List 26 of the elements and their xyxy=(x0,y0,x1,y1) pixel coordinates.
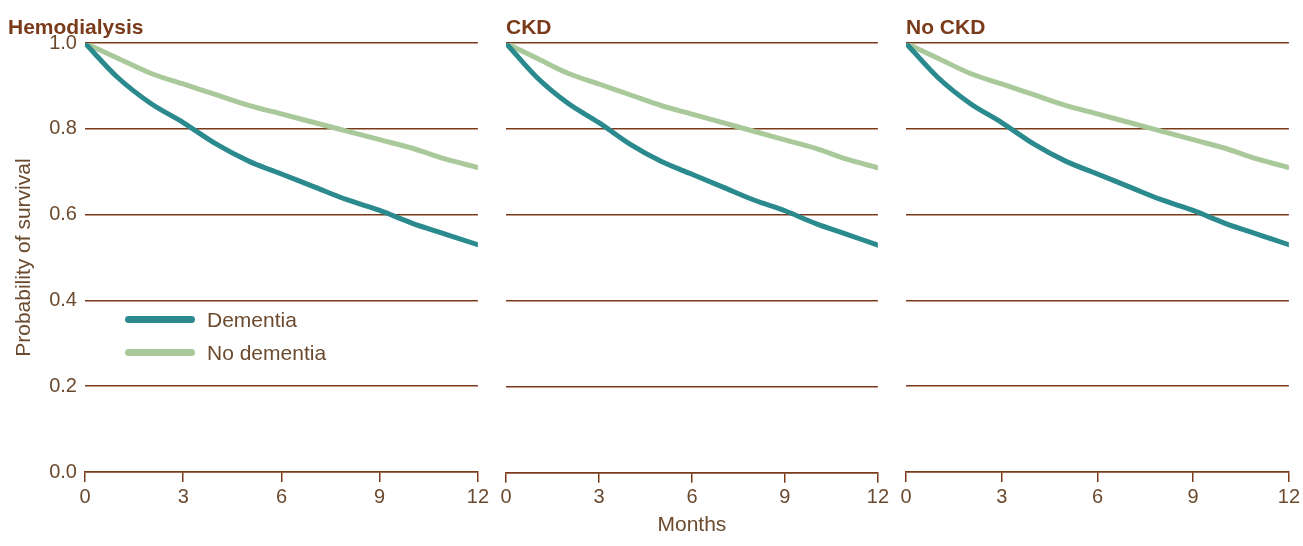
x-tick-label: 3 xyxy=(177,484,189,507)
x-tick-label: 3 xyxy=(996,484,1008,507)
y-tick-label: 0.0 xyxy=(49,459,77,482)
x-tick-label: 3 xyxy=(593,485,605,508)
x-tick-label: 6 xyxy=(275,484,287,507)
x-tick-label: 0 xyxy=(79,484,91,507)
x-tick-label: 9 xyxy=(374,484,386,507)
legend-label: Dementia xyxy=(207,307,297,332)
y-axis-title: Probability of survival xyxy=(11,158,35,357)
x-tick-label: 12 xyxy=(1277,484,1300,507)
x-tick-label: 9 xyxy=(779,485,791,508)
x-tick-label: 6 xyxy=(686,485,698,508)
x-tick-label: 9 xyxy=(1187,484,1199,507)
y-tick-label: 0.2 xyxy=(49,373,77,396)
chart-title: No CKD xyxy=(906,15,986,39)
x-tick-label: 0 xyxy=(900,484,912,507)
legend-label: No dementia xyxy=(207,340,327,365)
x-axis-title: Months xyxy=(657,512,727,536)
x-tick-label: 0 xyxy=(500,485,512,508)
y-tick-label: 0.6 xyxy=(49,202,77,225)
chart-title: CKD xyxy=(506,15,552,39)
y-tick-label: 0.8 xyxy=(49,116,77,139)
y-tick-label: 0.4 xyxy=(49,288,77,310)
x-tick-label: 12 xyxy=(866,485,889,508)
x-tick-label: 6 xyxy=(1091,484,1103,507)
x-tick-label: 12 xyxy=(466,484,489,507)
